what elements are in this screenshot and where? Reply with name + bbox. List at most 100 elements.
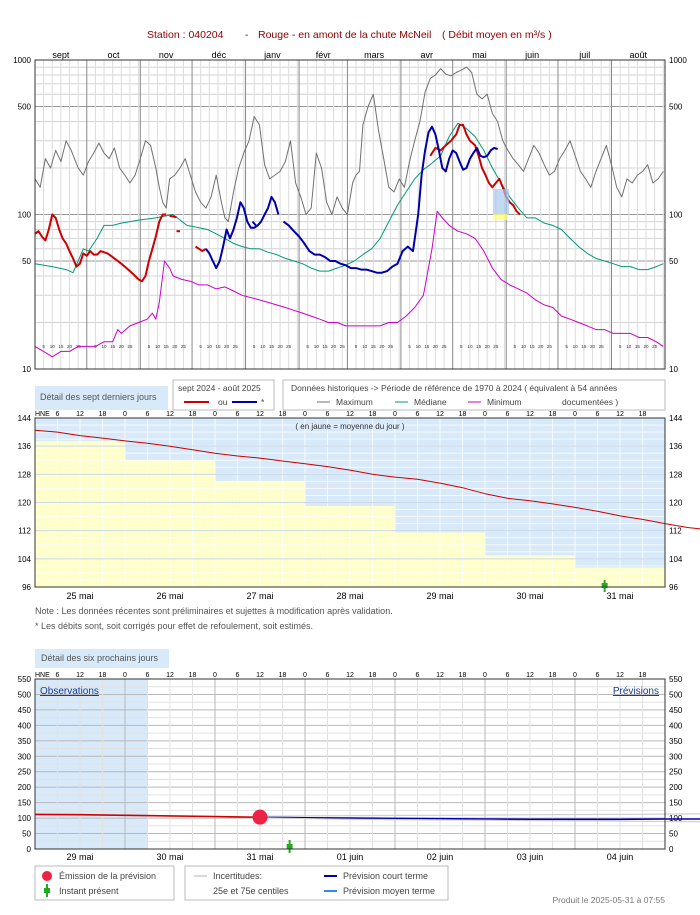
y-tick-label-left: 50 — [22, 257, 31, 266]
series-hourly-flow — [34, 429, 700, 530]
day-tick-label: 5 — [306, 344, 309, 349]
series-current-year — [194, 245, 207, 253]
daily-mean-annotation: ( en jaune = moyenne du jour ) — [295, 422, 405, 431]
hour-tick-label: 0 — [573, 672, 577, 679]
last-days-day-labels: 25 mai 26 mai 27 mai 28 mai 29 mai 30 mai 31 m… — [66, 591, 633, 601]
hour-tick-label: 12 — [346, 672, 354, 679]
legend-medium-term-label: Prévision moyen terme — [343, 886, 435, 896]
series-short-term-forecast — [259, 816, 700, 821]
series-current-year-corrected — [282, 125, 498, 274]
y-tick-label-right: 1000 — [669, 56, 687, 65]
legend-emission-label: Émission de la prévision — [59, 871, 156, 881]
day-tick-label: 25 — [340, 344, 346, 349]
day-tick-label: 20 — [643, 344, 649, 349]
day-tick-label: 20 — [278, 344, 284, 349]
hour-tick-label: 0 — [213, 411, 217, 418]
annual-chart-grid — [35, 60, 665, 369]
legend-max-label: Maximum — [336, 397, 373, 407]
hour-tick-label: 0 — [303, 672, 307, 679]
hour-tick-label: 18 — [99, 411, 107, 418]
hour-tick-label: 12 — [76, 672, 84, 679]
hour-tick-label: 0 — [483, 411, 487, 418]
legend-uncertainty-desc: 25e et 75e centiles — [213, 886, 289, 896]
annual-chart-y-ticks: 1000 500 100 50 10 1000 500 100 50 10 — [13, 56, 687, 374]
series-uncertainty — [259, 817, 700, 823]
day-tick-label: 15 — [58, 344, 64, 349]
day-label: 04 juin — [607, 852, 634, 862]
y-tick-label-left: 400 — [18, 721, 32, 730]
series-current-year-corrected — [251, 220, 257, 227]
y-tick-label-right: 96 — [669, 583, 678, 592]
day-label: 28 mai — [336, 591, 363, 601]
series-maximum — [34, 66, 664, 223]
y-tick-label-left: 450 — [18, 706, 32, 715]
y-tick-label-right: 100 — [669, 211, 683, 220]
last-days-frame — [34, 417, 666, 588]
y-tick-label-left: 500 — [18, 103, 32, 112]
day-tick-label: 20 — [379, 344, 385, 349]
hour-tick-label: 18 — [279, 411, 287, 418]
observations-label: Observations — [40, 686, 99, 697]
day-tick-label: 10 — [626, 344, 632, 349]
hour-tick-label: 18 — [369, 411, 377, 418]
day-tick-label: 15 — [269, 344, 275, 349]
day-tick-label: 25 — [652, 344, 658, 349]
hour-tick-label: 12 — [166, 411, 174, 418]
day-tick-label: 15 — [371, 344, 377, 349]
day-tick-label: 25 — [286, 344, 292, 349]
day-tick-label: 25 — [181, 344, 187, 349]
month-label: févr — [316, 50, 331, 60]
hour-tick-label: 18 — [189, 411, 197, 418]
next-days-day-labels: 29 mai 30 mai 31 mai 01 juin 02 juin 03 juin 0… — [66, 852, 633, 862]
hour-tick-label: 6 — [416, 411, 420, 418]
series-current-year — [169, 214, 177, 219]
hour-tick-label: 6 — [506, 411, 510, 418]
month-label: mai — [472, 50, 487, 60]
day-label: 03 juin — [517, 852, 544, 862]
legend-or-label: ou — [218, 397, 228, 407]
day-tick-label: 20 — [331, 344, 337, 349]
y-tick-label-left: 96 — [22, 583, 31, 592]
day-tick-label: 20 — [590, 344, 596, 349]
series-observed — [34, 813, 261, 818]
day-tick-label: 5 — [619, 344, 622, 349]
hour-tick-label: 12 — [436, 411, 444, 418]
series-current-year — [34, 213, 167, 283]
recent-days-highlight — [493, 189, 509, 215]
day-tick-label: 15 — [424, 344, 430, 349]
legend-current-year-box — [172, 379, 275, 411]
y-tick-label-right: 300 — [669, 752, 683, 761]
y-tick-label-left: 144 — [18, 414, 32, 423]
legend-historical-box — [282, 379, 666, 411]
day-tick-label: 20 — [172, 344, 178, 349]
month-label: avr — [421, 50, 434, 60]
series-uncertainty — [259, 813, 700, 817]
day-tick-label: 5 — [199, 344, 202, 349]
y-tick-label-left: 128 — [18, 470, 32, 479]
next-days-hour-ticks: HNE 6 12 18 0 6 12 18 0 6 12 18 0 6 12 18 0 6 12 18 0 6 12 18 0 6… — [35, 672, 646, 679]
day-tick-label: 15 — [581, 344, 587, 349]
day-tick-label: 5 — [514, 344, 517, 349]
next-days-series — [34, 813, 700, 823]
day-tick-label: 25 — [442, 344, 448, 349]
last-days-tab — [35, 386, 168, 410]
month-label: déc — [212, 50, 227, 60]
day-label: 27 mai — [246, 591, 273, 601]
month-label: mars — [364, 50, 384, 60]
hour-tick-label: 18 — [279, 672, 287, 679]
hour-tick-label: 12 — [256, 411, 264, 418]
note-corrected: * Les débits sont, soit corrigés pour ef… — [35, 621, 313, 631]
day-tick-label: 5 — [355, 344, 358, 349]
hour-tick-label: 0 — [393, 672, 397, 679]
next-days-tab-label: Détail des six prochains jours — [41, 653, 159, 663]
day-tick-label: 10 — [260, 344, 266, 349]
day-tick-label: 5 — [253, 344, 256, 349]
y-tick-label-left: 350 — [18, 737, 32, 746]
river-name: Rouge - en amont de la chute McNeil — [258, 29, 431, 41]
day-tick-label: 5 — [408, 344, 411, 349]
day-tick-label: 10 — [521, 344, 527, 349]
hour-tick-label: 6 — [416, 672, 420, 679]
month-label: août — [629, 50, 647, 60]
